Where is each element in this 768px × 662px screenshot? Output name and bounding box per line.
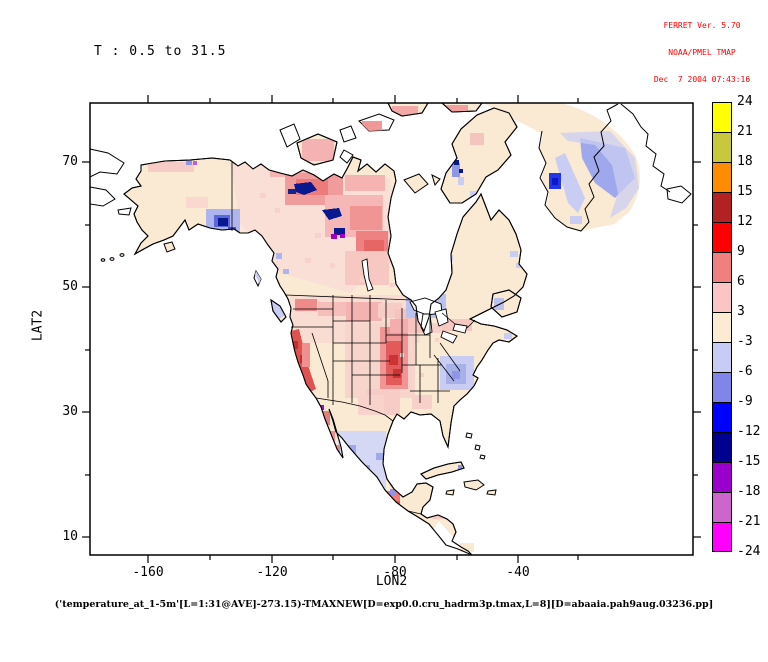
colorbar-tick-label: -15 [737, 454, 761, 469]
colorbar-block [712, 252, 732, 282]
greenland-region [483, 103, 640, 232]
jamaica [445, 489, 455, 496]
y-tick-label: 30 [62, 404, 78, 419]
king-william-island [339, 149, 354, 164]
colorbar-block [712, 402, 732, 432]
x-axis-label: LON2 [375, 574, 408, 589]
greenland-coast-band [555, 153, 585, 213]
colorbar-tick-label: -12 [737, 424, 761, 439]
bahamas [479, 454, 486, 460]
aleutian-island [119, 253, 125, 257]
plot-frame [89, 102, 694, 556]
northeast-greenland-coast [620, 103, 671, 193]
colorbar-tick-label: 18 [737, 154, 753, 169]
y-tick-label: 50 [62, 279, 78, 294]
colorbar-tick-label: 21 [737, 124, 753, 139]
colorbar-tick-label: 3 [737, 304, 745, 319]
colorbar-block [712, 522, 732, 552]
colorbar-block [712, 102, 732, 132]
lake-ontario [452, 323, 468, 334]
colorbar-tick-label: -24 [737, 544, 761, 559]
colorbar-tick-label: 15 [737, 184, 753, 199]
no-data-coastlines [89, 103, 692, 207]
iceland [666, 185, 692, 204]
aleutian-island [109, 257, 115, 261]
lake-winnipeg [361, 258, 374, 292]
colorbar-tick-label: 12 [737, 214, 753, 229]
mexico-guatemala-border [407, 510, 422, 515]
greenland-blue-spot-core [552, 178, 558, 185]
timestamp-line: Dec 7 2004 07:43:16 [653, 75, 751, 84]
us-mexico-border [315, 397, 394, 422]
chukotka-russia [89, 148, 125, 178]
greenland-outer-band [560, 131, 639, 218]
greenland-coastline [538, 103, 619, 232]
prince-of-wales-island [339, 125, 357, 143]
colorbar-block [712, 342, 732, 372]
colorbar-block [712, 222, 732, 252]
southampton-island [403, 173, 429, 194]
lake-huron [434, 308, 449, 327]
bahamas [474, 444, 481, 451]
panama-data-cell [460, 543, 474, 552]
kodiak-island [163, 241, 176, 253]
aleutian-island [100, 258, 106, 262]
x-tick-label: -120 [256, 565, 288, 580]
x-tick-label: -80 [383, 565, 407, 580]
banks-island [279, 123, 301, 148]
colorbar [712, 102, 732, 552]
political-borders [231, 161, 476, 515]
bahamas [465, 432, 473, 439]
colorbar-tick-label: -6 [737, 364, 753, 379]
colorbar-tick-label: -3 [737, 334, 753, 349]
colorbar-block [712, 462, 732, 492]
ferret-version-line: FERRET Ver. 5.70 [663, 21, 741, 30]
colorbar-block [712, 132, 732, 162]
lakes-and-bays [361, 258, 474, 555]
colorbar-block [712, 312, 732, 342]
axis-ticks [82, 95, 701, 563]
colorbar-block [712, 192, 732, 222]
colorbar-tick-label: -18 [737, 484, 761, 499]
ferret-version-header: FERRET Ver. 5.70 NOAA/PMEL TMAP Dec 7 20… [644, 3, 760, 102]
colorbar-tick-label: 6 [737, 274, 745, 289]
colorbar-tick-label: 24 [737, 94, 753, 109]
colorbar-block [712, 372, 732, 402]
puerto-rico [486, 489, 497, 496]
foxe-island [431, 174, 441, 187]
lake-erie [440, 330, 458, 344]
y-tick-label: 70 [62, 154, 78, 169]
x-tick-label: -160 [132, 565, 164, 580]
x-tick-label: -40 [506, 565, 530, 580]
chukotka-russia-south [89, 186, 116, 207]
map-canvas [82, 95, 701, 563]
y-axis-label: LAT2 [30, 309, 46, 342]
st-lawrence-island [117, 207, 132, 216]
noaa-pmel-line: NOAA/PMEL TMAP [668, 48, 736, 57]
colorbar-tick-label: 9 [737, 244, 745, 259]
greenland-south-band [570, 216, 582, 224]
colorbar-block [712, 162, 732, 192]
colorbar-tick-label: -21 [737, 514, 761, 529]
plot-title: T : 0.5 to 31.5 [94, 44, 227, 59]
state-borders [291, 295, 461, 405]
colorbar-block [712, 432, 732, 462]
us-canada-border [285, 294, 476, 329]
colorbar-block [712, 492, 732, 522]
y-tick-label: 10 [62, 529, 78, 544]
variable-caption: ('temperature_at_1-5m'[L=1:31@AVE]-273.1… [54, 599, 714, 610]
hispaniola [463, 479, 485, 491]
colorbar-block [712, 282, 732, 312]
colorbar-tick-label: -9 [737, 394, 753, 409]
